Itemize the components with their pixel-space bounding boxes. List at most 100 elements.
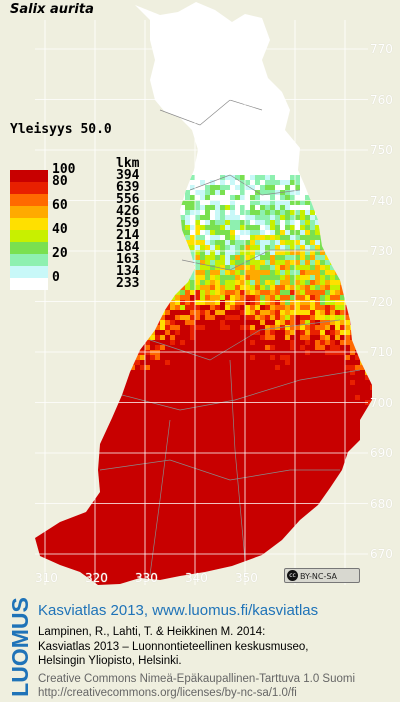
grid-cell: [190, 255, 195, 260]
grid-cell: [115, 325, 120, 330]
grid-cell: [250, 525, 255, 530]
grid-cell: [235, 235, 240, 240]
grid-cell: [320, 295, 325, 300]
grid-cell: [355, 280, 360, 285]
grid-cell: [165, 260, 170, 265]
grid-cell: [330, 235, 335, 240]
grid-cell: [210, 315, 215, 320]
grid-cell: [360, 275, 365, 280]
grid-cell: [85, 435, 90, 440]
grid-cell: [325, 405, 330, 410]
grid-cell: [75, 295, 80, 300]
grid-cell: [355, 425, 360, 430]
grid-cell: [110, 410, 115, 415]
grid-cell: [320, 250, 325, 255]
grid-cell: [350, 270, 355, 275]
grid-cell: [75, 235, 80, 240]
grid-cell: [70, 520, 75, 525]
grid-cell: [195, 340, 200, 345]
grid-cell: [100, 485, 105, 490]
grid-cell: [65, 365, 70, 370]
grid-cell: [145, 415, 150, 420]
grid-cell: [45, 540, 50, 545]
grid-cell: [85, 395, 90, 400]
grid-cell: [330, 355, 335, 360]
grid-cell: [275, 430, 280, 435]
grid-cell: [210, 465, 215, 470]
grid-cell: [145, 310, 150, 315]
grid-cell: [170, 550, 175, 555]
grid-cell: [345, 380, 350, 385]
grid-cell: [205, 440, 210, 445]
grid-cell: [185, 475, 190, 480]
grid-cell: [150, 330, 155, 335]
grid-cell: [215, 440, 220, 445]
grid-cell: [300, 270, 305, 275]
grid-cell: [100, 280, 105, 285]
grid-cell: [190, 505, 195, 510]
grid-cell: [160, 430, 165, 435]
grid-cell: [300, 220, 305, 225]
grid-cell: [140, 310, 145, 315]
grid-cell: [370, 210, 372, 215]
grid-cell: [365, 365, 370, 370]
grid-cell: [120, 330, 125, 335]
grid-cell: [240, 250, 245, 255]
grid-cell: [270, 340, 275, 345]
grid-cell: [350, 265, 355, 270]
grid-cell: [125, 325, 130, 330]
grid-cell: [365, 385, 370, 390]
grid-cell: [70, 230, 75, 235]
grid-cell: [165, 330, 170, 335]
grid-cell: [230, 210, 235, 215]
grid-cell: [290, 375, 295, 380]
grid-cell: [105, 480, 110, 485]
grid-cell: [280, 280, 285, 285]
grid-cell: [340, 450, 345, 455]
grid-cell: [310, 455, 315, 460]
grid-cell: [370, 335, 372, 340]
grid-cell: [170, 435, 175, 440]
grid-cell: [195, 460, 200, 465]
grid-cell: [345, 255, 350, 260]
grid-cell: [205, 300, 210, 305]
grid-cell: [80, 405, 85, 410]
grid-cell: [160, 215, 165, 220]
grid-cell: [205, 225, 210, 230]
grid-cell: [355, 360, 360, 365]
grid-cell: [235, 225, 240, 230]
grid-cell: [295, 280, 300, 285]
grid-cell: [355, 240, 360, 245]
grid-cell: [350, 505, 355, 510]
grid-cell: [265, 245, 270, 250]
grid-cell: [75, 345, 80, 350]
grid-cell: [35, 510, 40, 515]
grid-cell: [260, 470, 265, 475]
grid-cell: [265, 345, 270, 350]
grid-cell: [260, 275, 265, 280]
grid-cell: [65, 525, 70, 530]
grid-cell: [350, 415, 355, 420]
grid-cell: [295, 385, 300, 390]
grid-cell: [295, 530, 300, 535]
grid-cell: [215, 210, 220, 215]
grid-cell: [290, 210, 295, 215]
grid-cell: [125, 505, 130, 510]
grid-cell: [215, 235, 220, 240]
grid-cell: [165, 390, 170, 395]
grid-cell: [155, 245, 160, 250]
grid-cell: [85, 460, 90, 465]
grid-cell: [210, 365, 215, 370]
grid-cell: [160, 300, 165, 305]
grid-cell: [55, 455, 60, 460]
grid-cell: [270, 430, 275, 435]
grid-cell: [205, 410, 210, 415]
grid-cell: [115, 370, 120, 375]
grid-cell: [150, 335, 155, 340]
grid-cell: [250, 545, 255, 550]
grid-cell: [190, 300, 195, 305]
grid-cell: [340, 370, 345, 375]
grid-cell: [215, 385, 220, 390]
grid-cell: [250, 325, 255, 330]
grid-cell: [100, 345, 105, 350]
